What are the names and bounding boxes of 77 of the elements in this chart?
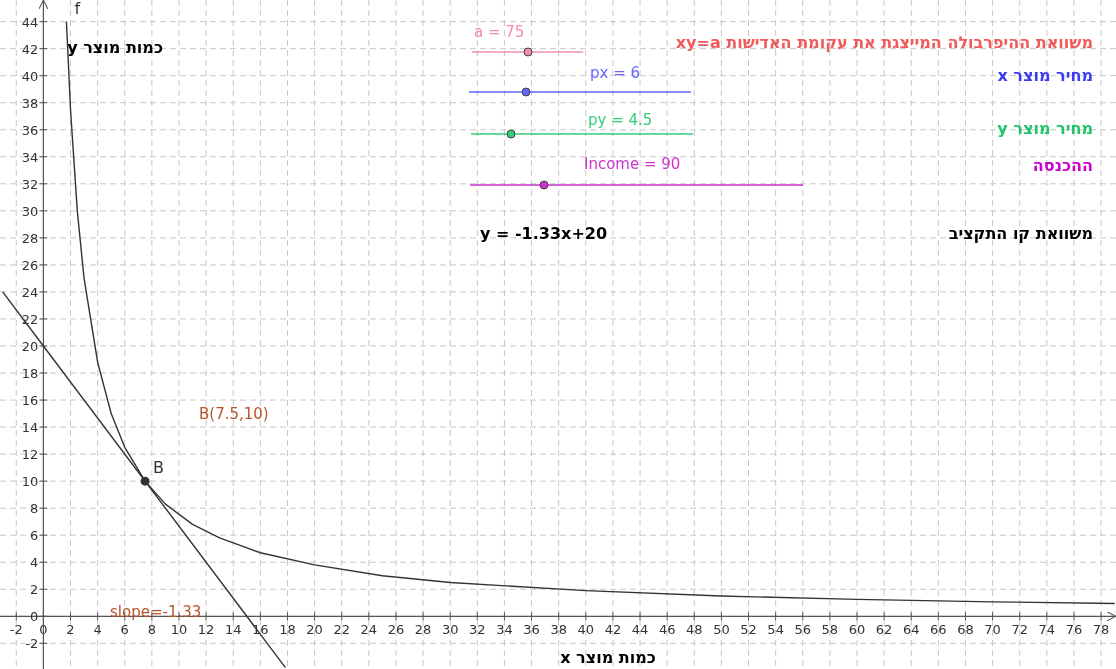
x-tick-label: 8 <box>147 622 157 638</box>
x-tick-label: 58 <box>821 622 839 638</box>
x-tick-label: 18 <box>279 622 296 638</box>
y-tick-label: 32 <box>21 176 39 192</box>
x-tick-label: 20 <box>306 622 323 638</box>
x-tick-label: 34 <box>496 622 513 638</box>
annotation: משוואת ההיפרבולה המייצגת את עקומת האדישות xy=a <box>675 33 1093 52</box>
x-tick-label: -2 <box>9 622 23 638</box>
x-tick-label: 52 <box>740 622 757 638</box>
x-tick-label: 12 <box>197 622 215 638</box>
x-tick-label: 30 <box>441 622 459 638</box>
y-tick-label: 12 <box>21 447 39 463</box>
y-tick-label: 42 <box>21 41 39 57</box>
y-tick-label: 10 <box>21 474 39 490</box>
x-tick-label: 68 <box>957 622 974 638</box>
x-tick-label: 14 <box>224 622 242 638</box>
x-tick-label: 66 <box>930 622 947 638</box>
y-tick-label: 44 <box>21 14 39 30</box>
x-tick-label: 56 <box>794 622 812 638</box>
x-tick-label: 54 <box>767 622 784 638</box>
x-tick-label: 46 <box>658 622 676 638</box>
y-tick-label: 22 <box>21 311 39 327</box>
y-axis-title: כמות מוצר y <box>67 38 163 57</box>
x-tick-label: 22 <box>333 622 350 638</box>
series-label: f <box>74 0 81 18</box>
annotation: מחיר מוצר x <box>997 66 1093 85</box>
x-tick-label: 62 <box>875 622 893 638</box>
y-tick-label: 8 <box>30 501 39 517</box>
x-tick-label: 38 <box>550 622 567 638</box>
annotation: px = 6 <box>590 64 641 82</box>
x-tick-label: 60 <box>848 622 866 638</box>
x-tick-label: 72 <box>1011 622 1028 638</box>
x-tick-label: 50 <box>713 622 730 638</box>
y-tick-label: 18 <box>21 366 39 382</box>
x-tick-label: 32 <box>469 622 486 638</box>
y-tick-label: 2 <box>30 582 39 598</box>
series-label: B <box>153 458 165 478</box>
x-tick-label: 2 <box>66 622 75 638</box>
x-tick-label: 44 <box>631 622 649 638</box>
x-tick-label: 6 <box>120 622 129 638</box>
y-tick-label: 34 <box>21 149 39 165</box>
x-tick-label: 26 <box>387 622 405 638</box>
y-tick-label: 6 <box>30 528 39 544</box>
annotation: משוואת קו התקציב <box>948 224 1093 243</box>
y-tick-label: 16 <box>21 393 39 409</box>
x-tick-label: 48 <box>686 622 703 638</box>
x-tick-label: 24 <box>360 622 378 638</box>
y-tick-label: 38 <box>21 95 39 111</box>
annotation: מחיר מוצר y <box>997 119 1093 138</box>
y-tick-label: 36 <box>21 122 39 138</box>
y-tick-label: 14 <box>21 420 39 436</box>
x-tick-label: 36 <box>523 622 540 638</box>
x-tick-label: 78 <box>1092 622 1110 638</box>
x-tick-label: 28 <box>414 622 432 638</box>
x-tick-label: 40 <box>577 622 595 638</box>
annotation: B(7.5,10) <box>199 405 269 423</box>
annotation: py = 4.5 <box>588 111 653 129</box>
x-tick-label: 42 <box>604 622 622 638</box>
x-tick-label: 70 <box>984 622 1001 638</box>
annotation: Income = 90 <box>584 155 681 173</box>
y-tick-label: 26 <box>21 257 39 273</box>
x-tick-label: 74 <box>1038 622 1056 638</box>
annotation: y = -1.33x+20 <box>480 224 608 243</box>
annotation: ההכנסה <box>1032 156 1093 175</box>
y-tick-label: 40 <box>21 68 39 84</box>
x-tick-label: 76 <box>1065 622 1083 638</box>
annotation: a = 75 <box>474 23 525 41</box>
y-tick-label: 20 <box>21 338 39 354</box>
y-tick-label: 28 <box>21 230 39 246</box>
y-tick-label: 30 <box>21 203 39 219</box>
x-tick-label: 10 <box>170 622 188 638</box>
x-tick-label: 64 <box>902 622 920 638</box>
x-axis-title: כמות מוצר x <box>560 648 656 667</box>
y-tick-label: 4 <box>30 555 39 571</box>
y-tick-label: -2 <box>25 636 39 652</box>
x-tick-label: 4 <box>93 622 102 638</box>
y-tick-label: 24 <box>21 284 39 300</box>
